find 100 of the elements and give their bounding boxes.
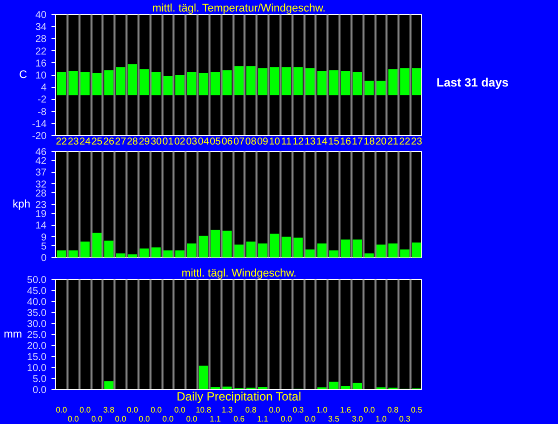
y-tick-label: 9 — [40, 232, 47, 244]
x-tick-label: 16 — [340, 136, 352, 148]
y-axis-title: C — [19, 69, 28, 81]
text: Last 31 days — [436, 76, 509, 90]
y-tick-label: 50.0 — [27, 275, 47, 286]
x-tick-label: 10 — [268, 136, 281, 148]
data-label: 0.3 — [399, 414, 411, 424]
chart-title: mittl. tägl. Temperatur/Windgeschw. — [152, 2, 326, 14]
y-tick-label: 10.0 — [27, 363, 47, 374]
chart-title: mittl. tägl. Windgeschw. — [182, 268, 296, 280]
x-tick-label: 05 — [210, 136, 222, 148]
x-tick-label: 13 — [304, 136, 316, 148]
x-tick-label: 08 — [245, 136, 257, 148]
y-tick-label: 25.0 — [27, 330, 47, 341]
data-label: 0.6 — [233, 414, 246, 424]
y-tick-label: -2 — [38, 94, 47, 106]
y-tick-label: 20.0 — [27, 341, 47, 352]
y-tick-label: 19 — [35, 209, 47, 220]
x-tick-label: 06 — [222, 136, 234, 148]
y-tick-label: 35.0 — [27, 308, 47, 319]
data-label: 1.0 — [316, 406, 328, 414]
x-tick-label: 12 — [292, 136, 304, 148]
data-label: 0.0 — [280, 414, 292, 424]
y-axis-title: kph — [12, 198, 30, 210]
x-tick-label: 15 — [328, 136, 340, 148]
y-tick-label: 28 — [35, 34, 47, 46]
y-tick-label: 0.0 — [32, 385, 47, 396]
x-tick-label: 11 — [281, 136, 292, 148]
x-tick-label: 04 — [198, 136, 210, 148]
y-tick-label: -8 — [38, 106, 47, 118]
data-label: 0.0 — [150, 406, 162, 414]
x-tick-label: 23 — [68, 136, 80, 148]
y-tick-label: 10 — [35, 70, 47, 82]
data-label: 0.0 — [186, 414, 198, 424]
data-label: 1.1 — [257, 414, 269, 424]
x-tick-label: 30 — [150, 136, 162, 148]
y-tick-label: 14 — [35, 220, 47, 232]
data-label: 3.5 — [328, 414, 340, 424]
data-label: 3.8 — [103, 406, 115, 414]
x-tick-label: 22 — [56, 136, 68, 148]
data-label: 0.8 — [245, 406, 257, 414]
data-label: 1.1 — [210, 414, 222, 424]
data-label: 0.0 — [364, 406, 376, 414]
x-tick-label: 07 — [233, 136, 245, 148]
data-label: 0.0 — [174, 406, 186, 414]
data-label: 0.0 — [138, 414, 150, 424]
x-tick-label: 28 — [126, 136, 138, 148]
data-label: 1.6 — [340, 406, 352, 414]
data-label: 0.0 — [126, 406, 139, 414]
y-tick-label: -14 — [32, 118, 47, 130]
data-label: 1.3 — [222, 406, 234, 414]
x-axis-title: Daily Precipitation Total — [176, 390, 302, 404]
x-tick-label: 26 — [103, 136, 115, 148]
y-tick-label: 32 — [35, 179, 47, 190]
y-tick-label: 5 — [40, 241, 47, 252]
y-tick-label: 23 — [35, 200, 47, 211]
y-tick-label: 37 — [35, 168, 47, 179]
y-tick-label: 4 — [40, 82, 47, 94]
data-label: 0.0 — [304, 414, 316, 424]
y-tick-label: 34 — [35, 22, 47, 34]
data-label: 0.5 — [411, 406, 423, 414]
x-tick-label: 20 — [376, 136, 388, 148]
y-tick-label: 5.0 — [32, 374, 47, 385]
x-tick-label: 24 — [80, 136, 92, 148]
data-label: 0.0 — [115, 414, 127, 424]
data-label: 0.8 — [387, 406, 400, 414]
data-label: 0.0 — [91, 414, 104, 424]
data-label: 0.0 — [68, 414, 80, 424]
y-tick-label: -20 — [32, 131, 47, 142]
x-tick-label: 01 — [162, 136, 174, 148]
x-tick-label: 22 — [399, 136, 411, 148]
y-tick-label: 30.0 — [27, 319, 47, 330]
y-tick-label: 0 — [40, 253, 47, 264]
data-label: 10.8 — [196, 406, 212, 414]
y-tick-label: 45.0 — [27, 286, 47, 297]
y-tick-label: 28 — [35, 188, 47, 200]
x-tick-label: 18 — [364, 136, 376, 148]
x-tick-label: 09 — [257, 136, 269, 148]
y-tick-label: 15.0 — [27, 352, 47, 363]
y-tick-label: 46 — [35, 147, 47, 158]
x-tick-label: 14 — [316, 136, 328, 148]
x-tick-label: 25 — [91, 136, 103, 148]
x-tick-label: 17 — [352, 136, 364, 148]
y-tick-label: 40 — [35, 10, 47, 21]
y-tick-label: 42 — [35, 156, 47, 168]
data-label: 1.0 — [376, 414, 388, 424]
y-tick-label: 40.0 — [27, 297, 47, 308]
x-tick-label: 23 — [411, 136, 423, 148]
x-tick-label: 21 — [387, 136, 399, 148]
x-tick-label: 02 — [174, 136, 186, 148]
x-tick-label: 27 — [115, 136, 127, 148]
data-label: 0.0 — [162, 414, 174, 424]
data-label: 0.0 — [80, 406, 92, 414]
x-tick-label: 03 — [186, 136, 198, 148]
data-label: 3.0 — [352, 414, 364, 424]
data-label: 0.3 — [292, 406, 304, 414]
data-label: 0.0 — [268, 406, 281, 414]
y-axis-title: mm — [4, 328, 22, 340]
data-label: 0.0 — [56, 406, 68, 414]
y-tick-label: 16 — [35, 58, 47, 70]
